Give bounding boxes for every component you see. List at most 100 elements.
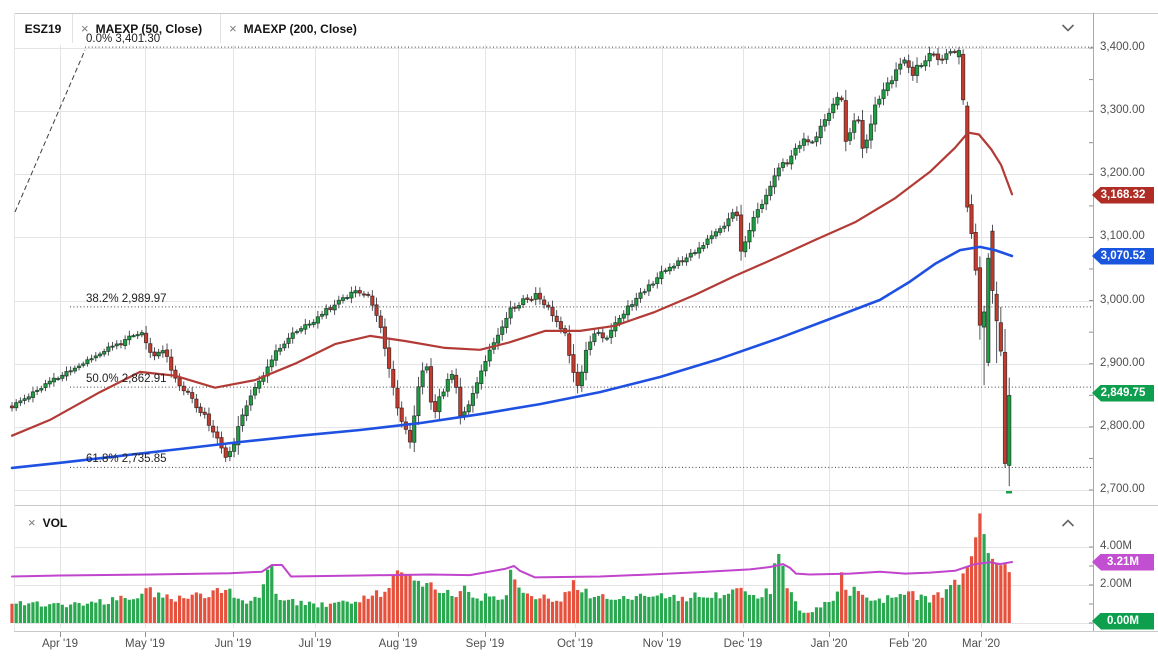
candle-body <box>190 392 195 399</box>
volume-bar <box>190 594 194 623</box>
chevron-down-icon[interactable] <box>1060 21 1076 35</box>
volume-bar <box>94 602 98 623</box>
volume-bar <box>546 598 550 623</box>
candle-body <box>433 401 438 412</box>
volume-bar <box>525 593 529 623</box>
candle-body <box>571 354 576 373</box>
remove-indicator-icon[interactable]: × <box>81 21 89 36</box>
volume-bar <box>48 604 52 623</box>
candle-body <box>294 331 300 334</box>
candle-body <box>240 414 245 427</box>
volume-bar <box>85 603 90 623</box>
candle-body <box>847 132 853 141</box>
volume-bar <box>64 607 69 623</box>
volume-bar <box>856 591 860 623</box>
indicator-maexp-200[interactable]: × MAEXP (200, Close) <box>221 21 375 36</box>
volume-bar <box>215 588 219 623</box>
candle-body <box>177 378 182 387</box>
volume-bar <box>479 600 483 623</box>
remove-indicator-icon[interactable]: × <box>229 21 237 36</box>
indicator-maexp-50[interactable]: × MAEXP (50, Close) <box>73 21 220 36</box>
volume-bar <box>450 596 454 623</box>
candle-body <box>659 271 664 280</box>
candle-body <box>860 120 865 149</box>
candle-body <box>85 359 90 365</box>
candle-body <box>416 386 421 417</box>
remove-volume-icon[interactable]: × <box>28 515 36 530</box>
candle-body <box>110 345 115 348</box>
volume-bar <box>768 594 772 623</box>
volume-bar <box>157 592 161 623</box>
candle-body <box>533 293 538 300</box>
volume-bar <box>379 596 383 623</box>
candle-body <box>269 359 274 368</box>
volume-bar <box>953 579 957 623</box>
volume-bar <box>860 594 865 623</box>
volume-bar <box>689 597 693 623</box>
volume-bar <box>932 594 936 623</box>
candle-body <box>831 103 836 114</box>
candle-body <box>965 105 970 208</box>
candle-body <box>89 358 94 361</box>
volume-bar <box>517 587 521 623</box>
candle-body <box>810 141 815 144</box>
candle-body <box>114 343 119 347</box>
candle-body <box>336 299 341 305</box>
candle-body <box>843 100 848 142</box>
candle-body <box>152 351 157 357</box>
candle-body <box>868 123 874 141</box>
indicator-maexp-200-label: MAEXP (200, Close) <box>243 21 357 36</box>
candle-body <box>902 59 907 64</box>
candle-body <box>692 252 698 255</box>
volume-bar <box>408 574 412 623</box>
fib-level-label[interactable]: 38.2% 2,989.97 <box>86 292 167 305</box>
symbol-label[interactable]: ESZ19 <box>24 21 62 36</box>
volume-bar <box>136 598 140 623</box>
volume-bar <box>458 591 462 623</box>
volume-bar <box>819 607 823 623</box>
candle-body <box>349 291 354 299</box>
fib-level-label[interactable]: 50.0% 2,862.91 <box>86 373 167 386</box>
volume-bar <box>785 588 789 623</box>
volume-bar <box>186 598 190 623</box>
candle-body <box>374 304 379 316</box>
candle-body <box>759 203 765 210</box>
candle-body <box>123 339 128 346</box>
chevron-up-icon[interactable] <box>1060 516 1076 530</box>
volume-bar <box>232 597 236 623</box>
candle-body <box>852 120 857 133</box>
candle-body <box>676 260 681 266</box>
volume-bar <box>395 570 400 623</box>
fib-level-label[interactable]: 61.8% 2,735.85 <box>86 453 167 466</box>
volume-bar <box>567 591 571 623</box>
fib-retracement[interactable] <box>14 46 1093 468</box>
candle-body <box>307 323 312 326</box>
volume-bar <box>307 601 312 623</box>
candle-body <box>923 60 928 67</box>
volume-bar <box>69 604 73 623</box>
volume-bar <box>425 583 429 623</box>
volume-bar <box>643 595 647 623</box>
volume-bar <box>659 593 664 623</box>
candle-body <box>634 297 639 306</box>
candle-body <box>437 396 442 413</box>
candle-body <box>164 349 170 357</box>
candle-body <box>944 53 949 60</box>
volume-bar <box>169 599 173 623</box>
candle-body <box>424 366 429 371</box>
candle-body <box>806 139 811 143</box>
candle-body <box>131 335 136 338</box>
volume-bar <box>207 597 211 623</box>
candle-body <box>72 367 77 372</box>
volume-bar <box>131 599 136 623</box>
candle-body <box>592 333 597 343</box>
volume-bar <box>601 594 605 623</box>
fib-level-label[interactable]: 0.0% 3,401.30 <box>86 33 161 46</box>
candle-body <box>738 214 744 252</box>
candle-body <box>395 387 400 409</box>
candle-body <box>303 324 308 330</box>
volume-bar <box>911 591 915 623</box>
volume-bar <box>731 589 735 623</box>
candle-body <box>64 371 69 377</box>
